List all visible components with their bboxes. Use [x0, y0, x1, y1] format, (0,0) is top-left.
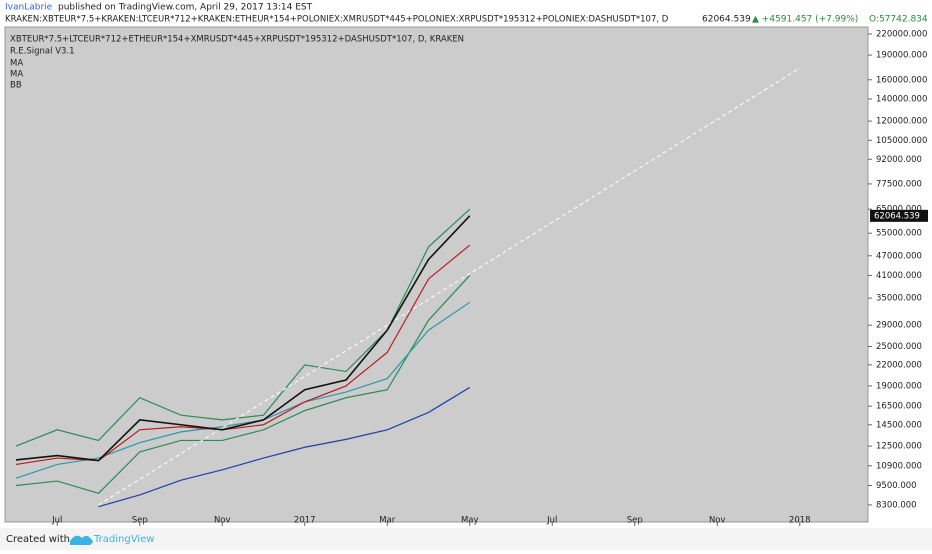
- x-tick-label: 2018: [789, 516, 811, 526]
- y-tick-label: 35000.000: [876, 294, 922, 304]
- legend-entry: MA: [10, 70, 23, 80]
- y-tick-label: 140000.000: [876, 94, 927, 104]
- indicator: R.E.Signal V3.1: [10, 47, 75, 57]
- y-tick-label: 190000.000: [876, 51, 927, 61]
- y-tick-label: 105000.000: [876, 136, 927, 146]
- footer-created: Created with: [6, 534, 70, 545]
- y-tick-label: 9500.000: [876, 481, 917, 491]
- symbol: KRAKEN:XBTEUR*7.5+KRAKEN:LTCEUR*712+KRAK…: [5, 15, 669, 25]
- y-tick-label: 25000.000: [876, 342, 922, 352]
- y-tick-label: 22000.000: [876, 360, 922, 370]
- y-tick-label: 41000.000: [876, 271, 922, 281]
- y-tick-label: 14500.000: [876, 420, 922, 430]
- y-tick-label: 8300.000: [876, 500, 917, 510]
- series-line: [98, 386, 471, 508]
- y-tick-label: 16500.000: [876, 402, 922, 412]
- y-tick-label: 47000.000: [876, 251, 922, 261]
- open: O:57742.834: [869, 15, 928, 25]
- x-tick-label: Nov: [709, 516, 726, 526]
- x-tick-label: May: [461, 516, 479, 526]
- x-tick-label: Nov: [214, 516, 231, 526]
- footer-bar: [0, 528, 932, 550]
- y-tick-label: 160000.000: [876, 75, 927, 85]
- change: ▲ +4591.457 (+7.99%): [752, 15, 858, 25]
- plot-area: [4, 26, 869, 523]
- y-tick-label: 220000.000: [876, 30, 927, 40]
- legend-title: XBTEUR*7.5+LTCEUR*712+ETHEUR*154+XMRUSDT…: [10, 35, 464, 45]
- x-tick-label: 2017: [294, 516, 316, 526]
- published: published on TradingView.com, April 29, …: [58, 3, 313, 13]
- x-tick-label: Jul: [546, 516, 557, 526]
- y-tick-label: 10900.000: [876, 461, 922, 471]
- y-tick-label: 77500.000: [876, 179, 922, 189]
- author[interactable]: IvanLabrie: [5, 3, 53, 13]
- y-tick-label: 19000.000: [876, 381, 922, 391]
- bb-lower: [15, 275, 471, 494]
- footer-brand[interactable]: TradingView: [93, 534, 154, 545]
- bb-upper: [15, 208, 471, 447]
- last-price: 62064.539: [702, 15, 751, 25]
- legend-entry: BB: [10, 81, 22, 91]
- legend-entry: MA: [10, 59, 23, 69]
- logo: [70, 535, 93, 545]
- y-tick-label: 65000.000: [876, 205, 922, 215]
- y-tick-label: 29000.000: [876, 321, 922, 331]
- y-tick-label: 12500.000: [876, 442, 922, 452]
- x-tick-label: Sep: [627, 516, 643, 526]
- price-tag: [870, 209, 928, 222]
- y-tick-label: 120000.000: [876, 117, 927, 127]
- trendline: [98, 67, 801, 506]
- x-tick-label: Sep: [132, 516, 148, 526]
- y-tick-label: 92000.000: [876, 155, 922, 165]
- x-tick-label: Mar: [379, 516, 396, 526]
- series-line: [15, 215, 471, 462]
- price-tag-label: 62064.539: [874, 211, 920, 221]
- y-tick-label: 55000.000: [876, 229, 922, 239]
- x-tick-label: Jul: [51, 516, 62, 526]
